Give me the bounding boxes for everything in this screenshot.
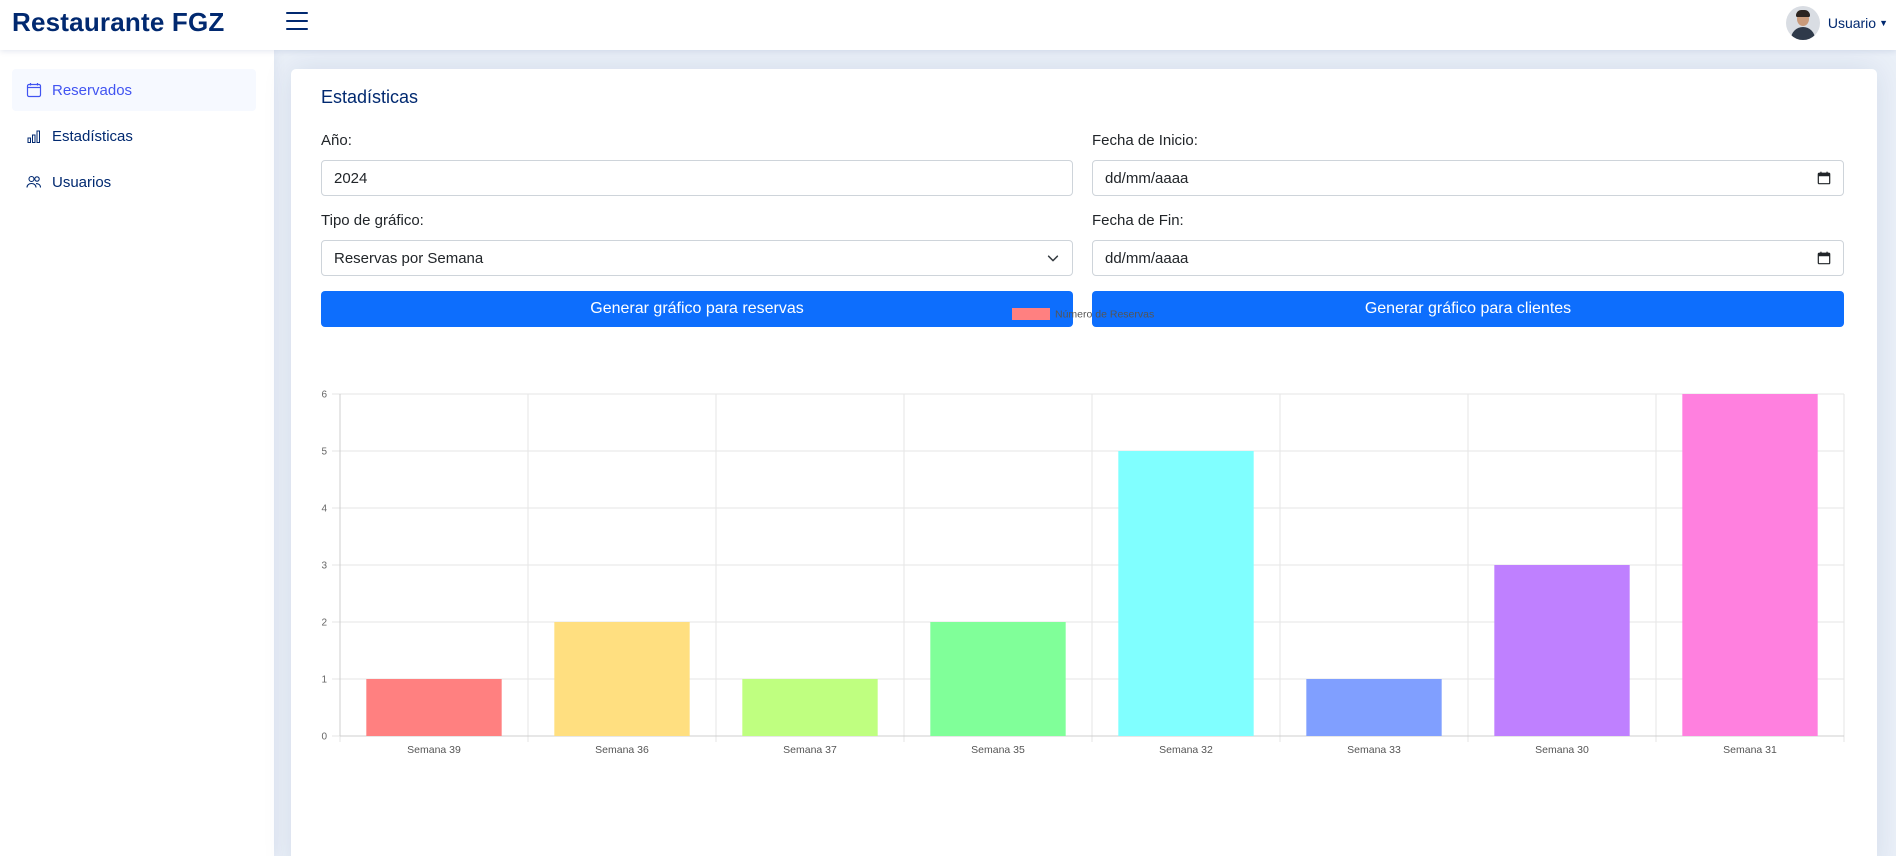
- year-value: 2024: [334, 169, 368, 187]
- start-date-label: Fecha de Inicio:: [1092, 132, 1198, 149]
- y-tick-label: 5: [321, 447, 327, 458]
- x-tick-label: Semana 37: [783, 744, 837, 756]
- x-tick-label: Semana 36: [595, 744, 649, 756]
- y-tick-label: 1: [321, 675, 327, 686]
- y-tick-label: 6: [321, 390, 327, 401]
- bar: [554, 622, 690, 736]
- x-tick-label: Semana 33: [1347, 744, 1401, 756]
- statistics-card: Estadísticas Año: 2024 Fecha de Inicio: …: [291, 69, 1877, 856]
- user-profile-dropdown[interactable]: Usuario ▼: [1785, 5, 1888, 41]
- user-name: Usuario: [1827, 15, 1877, 31]
- x-tick-label: Semana 32: [1159, 744, 1213, 756]
- x-tick-label: Semana 31: [1723, 744, 1777, 756]
- chart-type-value: Reservas por Semana: [334, 249, 484, 267]
- bar-chart-icon: [26, 128, 42, 144]
- chart-type-label: Tipo de gráfico:: [321, 212, 424, 229]
- bar: [366, 679, 502, 736]
- generate-reservations-chart-button[interactable]: Generar gráfico para reservas: [321, 291, 1073, 327]
- start-date-placeholder: dd/mm/aaaa: [1105, 169, 1189, 187]
- chart-type-select[interactable]: Reservas por Semana: [321, 240, 1073, 276]
- sidebar-item-usuarios[interactable]: Usuarios: [12, 161, 256, 203]
- y-tick-label: 0: [321, 732, 327, 743]
- x-tick-label: Semana 35: [971, 744, 1025, 756]
- sidebar: Reservados Estadísticas Usuarios: [0, 50, 274, 856]
- sidebar-item-reservados[interactable]: Reservados: [12, 69, 256, 111]
- legend-swatch: [1012, 308, 1050, 320]
- chevron-down-icon: ▼: [1879, 18, 1888, 28]
- avatar: [1785, 6, 1820, 40]
- bar: [742, 679, 878, 736]
- x-tick-label: Semana 39: [407, 744, 461, 756]
- chevron-down-icon: [1047, 255, 1059, 262]
- bar: [930, 622, 1066, 736]
- end-date-input[interactable]: dd/mm/aaaa: [1092, 240, 1844, 276]
- bar: [1118, 451, 1254, 736]
- card-title: Estadísticas: [321, 87, 419, 107]
- calendar-icon[interactable]: [1817, 171, 1831, 185]
- calendar-icon: [26, 82, 42, 98]
- x-tick-label: Semana 30: [1535, 744, 1589, 756]
- y-tick-label: 2: [321, 618, 327, 629]
- sidebar-item-estadisticas[interactable]: Estadísticas: [12, 115, 256, 157]
- start-date-input[interactable]: dd/mm/aaaa: [1092, 160, 1844, 196]
- sidebar-item-label: Estadísticas: [52, 127, 133, 145]
- bar: [1306, 679, 1442, 736]
- sidebar-item-label: Usuarios: [52, 173, 112, 191]
- year-input[interactable]: 2024: [321, 160, 1073, 196]
- reservations-bar-chart: 0 1 2 3 4 5 6 Semana 39 Semana 36 Semana 37 Semana…: [321, 308, 1845, 756]
- end-date-placeholder: dd/mm/aaaa: [1105, 249, 1189, 267]
- menu-toggle-icon[interactable]: [286, 12, 310, 32]
- calendar-icon[interactable]: [1817, 251, 1831, 265]
- sidebar-item-label: Reservados: [52, 81, 133, 99]
- brand-logo[interactable]: Restaurante FGZ: [12, 7, 225, 37]
- bar: [1682, 394, 1818, 736]
- y-tick-label: 4: [321, 504, 327, 515]
- y-tick-label: 3: [321, 561, 327, 572]
- generate-clients-chart-button[interactable]: Generar gráfico para clientes: [1092, 291, 1844, 327]
- legend-label: Número de Reservas: [1055, 309, 1154, 321]
- end-date-label: Fecha de Fin:: [1092, 212, 1184, 229]
- bar: [1494, 565, 1630, 736]
- year-label: Año:: [321, 132, 352, 149]
- top-header: Restaurante FGZ Usuario ▼: [0, 0, 1896, 50]
- users-icon: [26, 174, 42, 190]
